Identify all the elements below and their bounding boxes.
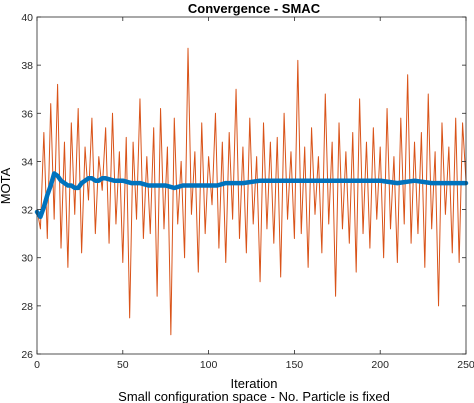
- axes-box: [36, 16, 467, 355]
- x-tick-label: 250: [457, 359, 474, 371]
- axes-frame: [36, 16, 467, 355]
- x-axis-sublabel: Small configuration space - No. Particle…: [118, 389, 390, 403]
- x-tick-label: 150: [286, 359, 304, 371]
- y-axis-label: MOTA: [0, 167, 13, 204]
- x-tick-label: 200: [371, 359, 389, 371]
- y-tick-label: 28: [21, 301, 33, 313]
- y-tick-label: 32: [21, 205, 33, 217]
- smoothed-mota-line: [34, 171, 469, 220]
- raw-series-layer: [36, 47, 467, 336]
- y-tick-label: 36: [21, 108, 33, 120]
- y-axis-ticks: 26 28 30 32 34 36 38 40: [21, 12, 466, 361]
- y-tick-label: 40: [21, 12, 33, 24]
- x-axis-label: Iteration: [231, 376, 278, 391]
- x-tick-label: 100: [200, 359, 218, 371]
- chart-title: Convergence - SMAC: [188, 1, 321, 16]
- x-axis-ticks: 0 50 100 150 200 250: [34, 17, 474, 371]
- plot-area: [34, 16, 469, 355]
- y-tick-label: 34: [21, 156, 33, 168]
- y-tick-label: 26: [21, 349, 33, 361]
- x-tick-label: 0: [34, 359, 40, 371]
- y-tick-label: 30: [21, 253, 33, 265]
- x-tick-label: 50: [117, 359, 129, 371]
- raw-mota-line: [36, 47, 467, 336]
- smoothed-series-layer: [34, 171, 469, 220]
- y-tick-label: 38: [21, 60, 33, 72]
